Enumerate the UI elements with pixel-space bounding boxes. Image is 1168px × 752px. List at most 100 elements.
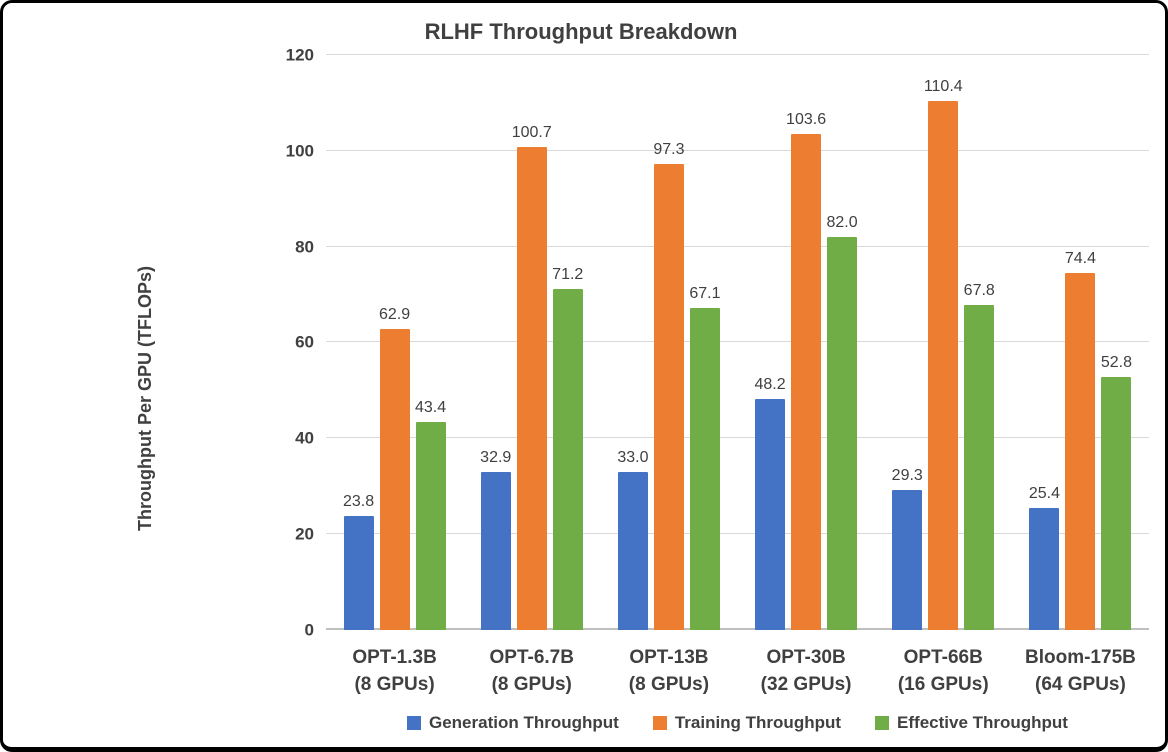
- bar-group: 25.4 74.4 52.8: [1012, 55, 1149, 630]
- bar[interactable]: [516, 147, 547, 630]
- legend-swatch-icon: [875, 716, 890, 730]
- legend-item[interactable]: Effective Throughput: [875, 713, 1068, 733]
- chart-column: 0 20 40 60 80 100 120 23.8 62.9 43.4 32.9 100.7 71.…: [278, 47, 1149, 741]
- bar-slot: 82.0: [826, 55, 858, 630]
- gridline: [325, 533, 1149, 535]
- bar-slot: 74.4: [1064, 55, 1096, 630]
- bar-slot: 97.3: [653, 55, 685, 630]
- plot-row: 0 20 40 60 80 100 120 23.8 62.9 43.4 32.9 100.7 71.…: [278, 47, 1149, 639]
- y-tick-label: 40: [295, 428, 314, 448]
- y-tick-label: 20: [295, 524, 314, 544]
- bar-value-label: 71.2: [552, 265, 584, 283]
- legend-item[interactable]: Training Throughput: [652, 713, 842, 733]
- bar-slot: 29.3: [891, 55, 923, 630]
- bar-slot: 48.2: [755, 55, 786, 630]
- bar[interactable]: [1029, 508, 1060, 630]
- bar[interactable]: [791, 133, 822, 630]
- bar[interactable]: [552, 288, 583, 630]
- bar-value-label: 97.3: [653, 140, 685, 158]
- bar-group: 29.3 110.4 67.8: [875, 55, 1012, 630]
- x-category-label: OPT-30B (32 GPUs): [738, 644, 875, 699]
- bar[interactable]: [689, 308, 720, 630]
- bar-slot: 33.0: [617, 55, 649, 630]
- bar[interactable]: [617, 471, 648, 630]
- bar-slot: 52.8: [1100, 55, 1132, 630]
- bar-value-label: 23.8: [342, 492, 375, 510]
- x-category-gpu-count: (16 GPUs): [897, 674, 989, 696]
- chart-title: RLHF Throughput Breakdown: [424, 19, 738, 44]
- bar-value-label: 62.9: [378, 305, 411, 323]
- gridline: [325, 245, 1149, 247]
- bar-value-label: 29.3: [891, 466, 923, 484]
- bar[interactable]: [1101, 376, 1132, 630]
- gridline: [325, 149, 1149, 151]
- bar-slot: 43.4: [414, 55, 447, 630]
- bar[interactable]: [379, 328, 410, 630]
- bar[interactable]: [653, 163, 684, 630]
- bar-value-label: 103.6: [786, 110, 827, 128]
- bar-value-label: 33.0: [617, 448, 649, 466]
- y-axis-label-column: Throughput Per GPU (TFLOPs): [13, 55, 278, 741]
- bar[interactable]: [964, 305, 995, 630]
- legend-label: Generation Throughput: [429, 713, 619, 732]
- bar-slot: 67.8: [963, 55, 995, 630]
- bar-value-label: 43.4: [414, 398, 447, 416]
- bar[interactable]: [343, 515, 374, 630]
- x-category-name: OPT-1.3B: [352, 646, 437, 668]
- chart-main: Throughput Per GPU (TFLOPs) 0 20 40 60 80 100…: [13, 47, 1149, 741]
- legend-swatch-icon: [407, 716, 421, 730]
- bar[interactable]: [415, 421, 446, 630]
- gridline: [325, 341, 1149, 343]
- bar-value-label: 100.7: [511, 124, 552, 142]
- bar-value-label: 67.8: [963, 282, 995, 300]
- bar-value-label: 110.4: [923, 78, 963, 95]
- bar-value-label: 74.4: [1064, 250, 1096, 268]
- bar-value-label: 32.9: [480, 449, 512, 467]
- gridline: [325, 54, 1149, 55]
- bar[interactable]: [928, 101, 959, 630]
- legend-label: Effective Throughput: [897, 713, 1068, 732]
- x-category-name: OPT-13B: [629, 646, 709, 668]
- x-category-name: Bloom-175B: [1025, 646, 1136, 668]
- legend-label: Training Throughput: [674, 713, 842, 732]
- legend-swatch-icon: [652, 716, 667, 730]
- bar-slot: 67.1: [689, 55, 720, 630]
- bar-value-label: 82.0: [826, 214, 858, 232]
- x-category-label: Bloom-175B (64 GPUs): [1012, 644, 1149, 699]
- x-category-label: OPT-66B (16 GPUs): [875, 644, 1012, 699]
- x-category-name: OPT-30B: [766, 646, 846, 668]
- x-axis-labels: OPT-1.3B (8 GPUs) OPT-6.7B (8 GPUs) OPT-13B (…: [326, 630, 1149, 699]
- bar-value-label: 52.8: [1100, 353, 1132, 371]
- bar[interactable]: [1065, 273, 1096, 630]
- x-category-label: OPT-13B (8 GPUs): [600, 644, 737, 699]
- legend-item[interactable]: Generation Throughput: [407, 713, 619, 733]
- bar[interactable]: [827, 237, 858, 630]
- x-category-name: OPT-66B: [903, 646, 983, 668]
- bar-slot: 110.4: [924, 55, 963, 630]
- y-axis-label: Throughput Per GPU (TFLOPs): [134, 265, 155, 531]
- bar-slot: 23.8: [342, 55, 375, 630]
- bar[interactable]: [755, 399, 786, 630]
- plot-area: 23.8 62.9 43.4 32.9 100.7 71.2 33.0 97.3 67.1 48.…: [325, 54, 1149, 630]
- legend: Generation Throughput Training Throughput…: [326, 699, 1149, 741]
- x-category-gpu-count: (32 GPUs): [760, 674, 852, 696]
- gridline: [325, 437, 1149, 439]
- bar[interactable]: [480, 472, 511, 630]
- bar-groups: 23.8 62.9 43.4 32.9 100.7 71.2 33.0 97.3 67.1 48.…: [326, 55, 1149, 630]
- bar-group: 48.2 103.6 82.0: [738, 55, 875, 630]
- x-category-gpu-count: (8 GPUs): [354, 674, 435, 696]
- bar-value-label: 25.4: [1028, 485, 1060, 503]
- x-axis-line: [325, 627, 1149, 630]
- x-category-name: OPT-6.7B: [489, 646, 574, 668]
- x-category-gpu-count: (64 GPUs): [1035, 674, 1126, 696]
- bar-group: 32.9 100.7 71.2: [463, 55, 600, 630]
- x-category-label: OPT-1.3B (8 GPUs): [326, 644, 463, 699]
- bar-slot: 100.7: [512, 55, 552, 630]
- bar-slot: 25.4: [1028, 55, 1060, 630]
- y-tick-label: 60: [295, 332, 314, 352]
- bar-slot: 62.9: [378, 55, 411, 630]
- y-tick-label: 80: [295, 237, 314, 257]
- y-axis-ticks: 0 20 40 60 80 100 120: [278, 47, 326, 639]
- bar[interactable]: [892, 489, 923, 630]
